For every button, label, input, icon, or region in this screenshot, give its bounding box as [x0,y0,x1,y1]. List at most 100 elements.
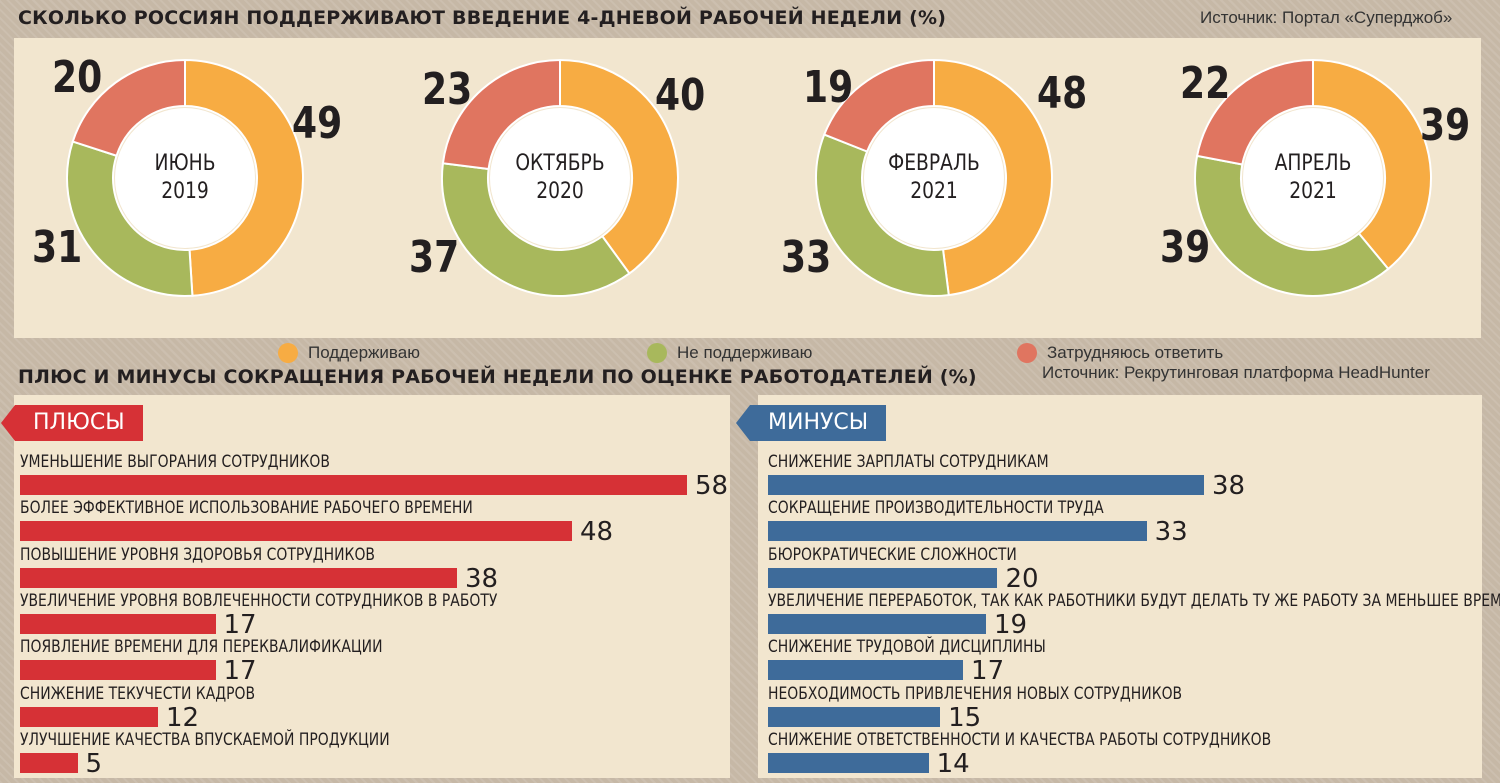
legend-label-not-support: Не поддерживаю [677,343,813,362]
donut-period-month: ОКТЯБРЬ [515,151,605,176]
legend-dot-support [278,343,298,363]
value-support: 39 [1420,100,1471,151]
value-support: 40 [655,70,706,121]
bar-category-label: СОКРАЩЕНИЕ ПРОИЗВОДИТЕЛЬНОСТИ ТРУДА [768,498,1104,519]
bar [20,752,78,773]
value-support: 48 [1037,68,1088,119]
value-not-support: 39 [1160,222,1211,273]
top-source: Источник: Портал «Суперджоб» [1200,8,1453,27]
donut-center-label: ФЕВРАЛЬ 2021 [879,150,990,206]
donut-chart [66,58,304,297]
slice-support [559,58,679,275]
bar-value-label: 12 [166,702,200,733]
donut-svg [441,58,679,297]
bar-category-label: СНИЖЕНИЕ ТЕКУЧЕСТИ КАДРОВ [20,683,256,704]
donut-chart [441,58,679,297]
value-not-support: 37 [409,232,460,283]
value-not-support: 33 [781,232,832,283]
legend-dot-unsure [1017,343,1037,363]
bar [20,567,457,588]
donut-svg [1194,58,1432,297]
donut-hole [1243,108,1383,248]
bar-category-label: СНИЖЕНИЕ ТРУДОВОЙ ДИСЦИПЛИНЫ [768,637,1046,658]
legend-label-support: Поддерживаю [308,343,420,362]
value-not-support: 31 [32,222,83,273]
donut-chart [1194,58,1432,297]
slice-unsure [1195,58,1314,166]
donut-center-label: АПРЕЛЬ 2021 [1258,150,1369,206]
bar [768,475,1204,495]
bottom-chart-title: ПЛЮС И МИНУСЫ СОКРАЩЕНИЯ РАБОЧЕЙ НЕДЕЛИ … [18,366,977,388]
slice-not-support [66,140,194,297]
slice-support [933,58,1053,297]
slice-unsure [71,58,186,158]
donut-svg [815,58,1053,297]
bar-category-label: СНИЖЕНИЕ ЗАРПЛАТЫ СОТРУДНИКАМ [768,452,1049,472]
bar-category-label: ПОВЫШЕНИЕ УРОВНЯ ЗДОРОВЬЯ СОТРУДНИКОВ [20,544,375,565]
bar-value-label: 17 [223,656,257,687]
donut-chart [815,58,1053,297]
slice-support [1312,58,1432,271]
donut-panel: ИЮНЬ 2019 49 31 20 ОКТЯБРЬ 2020 40 37 23 ФЕВРАЛЬ 20… [14,38,1481,363]
donut-period-year: 2021 [910,179,958,204]
bar-category-label: НЕОБХОДИМОСТЬ ПРИВЛЕЧЕНИЯ НОВЫХ СОТРУДНИ… [768,683,1183,704]
donut-period-month: ФЕВРАЛЬ [888,151,980,176]
slice-unsure [441,58,561,171]
donut-period-year: 2020 [536,179,584,204]
bar [20,521,572,542]
donut-svg [66,58,304,297]
bar-category-label: БЮРОКРАТИЧЕСКИЕ СЛОЖНОСТИ [768,544,1017,565]
bar-value-label: 19 [994,609,1028,640]
legend-not-support: Не поддерживаю [647,343,812,363]
legend-support: Поддерживаю [278,343,420,363]
bar-value-label: 14 [936,748,970,779]
slice-not-support [815,133,950,297]
bar [768,706,941,727]
bar-value-label: 17 [223,609,257,640]
bar [20,660,216,681]
bottom-source: Источник: Рекрутинговая платформа HeadHu… [1042,363,1430,382]
donut-period-year: 2019 [161,179,209,204]
bar-value-label: 20 [1005,563,1039,594]
bar [20,613,216,634]
donut-period-year: 2021 [1289,179,1337,204]
bar [20,475,687,495]
bar [768,567,998,588]
bar-value-label: 38 [1212,471,1246,501]
slice-support [184,58,304,297]
bar-category-label: СНИЖЕНИЕ ОТВЕТСТВЕННОСТИ И КАЧЕСТВА РАБО… [768,729,1272,750]
bar [768,521,1147,542]
bar-value-label: 5 [85,748,103,779]
bar-category-label: ПОЯВЛЕНИЕ ВРЕМЕНИ ДЛЯ ПЕРЕКВАЛИФИКАЦИИ [20,637,383,658]
bar-category-label: УЛУЧШЕНИЕ КАЧЕСТВА ВПУСКАЕМОЙ ПРОДУКЦИИ [20,729,390,750]
donut-period-month: АПРЕЛЬ [1274,151,1352,176]
legend-label-unsure: Затрудняюсь ответить [1047,343,1224,362]
donut-period-month: ИЮНЬ [154,151,216,176]
slice-not-support [1194,154,1390,297]
value-unsure: 20 [52,52,103,103]
value-unsure: 19 [803,62,854,113]
bar [768,613,986,634]
donut-hole [864,108,1004,248]
bar-value-label: 58 [695,471,729,501]
plus-tag: ПЛЮСЫ [1,405,143,441]
bar-value-label: 48 [580,517,614,548]
legend-unsure: Затрудняюсь ответить [1017,343,1223,363]
minus-tag: МИНУСЫ [735,405,887,441]
bar-category-label: УВЕЛИЧЕНИЕ ПЕРЕРАБОТОК, ТАК КАК РАБОТНИК… [768,590,1500,611]
bar-value-label: 38 [465,563,499,594]
value-unsure: 23 [422,64,473,115]
bar-category-label: УВЕЛИЧЕНИЕ УРОВНЯ ВОВЛЕЧЕННОСТИ СОТРУДНИ… [20,590,498,611]
bar-category-label: УМЕНЬШЕНИЕ ВЫГОРАНИЯ СОТРУДНИКОВ [20,452,330,472]
bar [768,752,929,773]
value-support: 49 [292,98,343,149]
donut-center-label: ОКТЯБРЬ 2020 [505,150,616,206]
bar-value-label: 33 [1154,517,1188,548]
bar [20,706,158,727]
bar-value-label: 17 [971,656,1005,687]
bar-category-label: БОЛЕЕ ЭФФЕКТИВНОЕ ИСПОЛЬЗОВАНИЕ РАБОЧЕГО… [20,498,473,519]
donut-hole [490,108,630,248]
top-chart-title: СКОЛЬКО РОССИЯН ПОДДЕРЖИВАЮТ ВВЕДЕНИЕ 4-… [18,7,947,29]
donut-center-label: ИЮНЬ 2019 [130,150,241,206]
donut-hole [115,108,255,248]
